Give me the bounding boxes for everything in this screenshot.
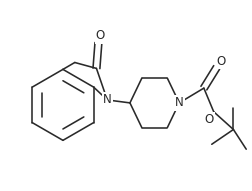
Text: O: O (215, 55, 224, 68)
Text: O: O (203, 113, 213, 126)
Text: N: N (174, 96, 183, 109)
Text: N: N (103, 93, 111, 106)
Text: O: O (95, 29, 105, 42)
